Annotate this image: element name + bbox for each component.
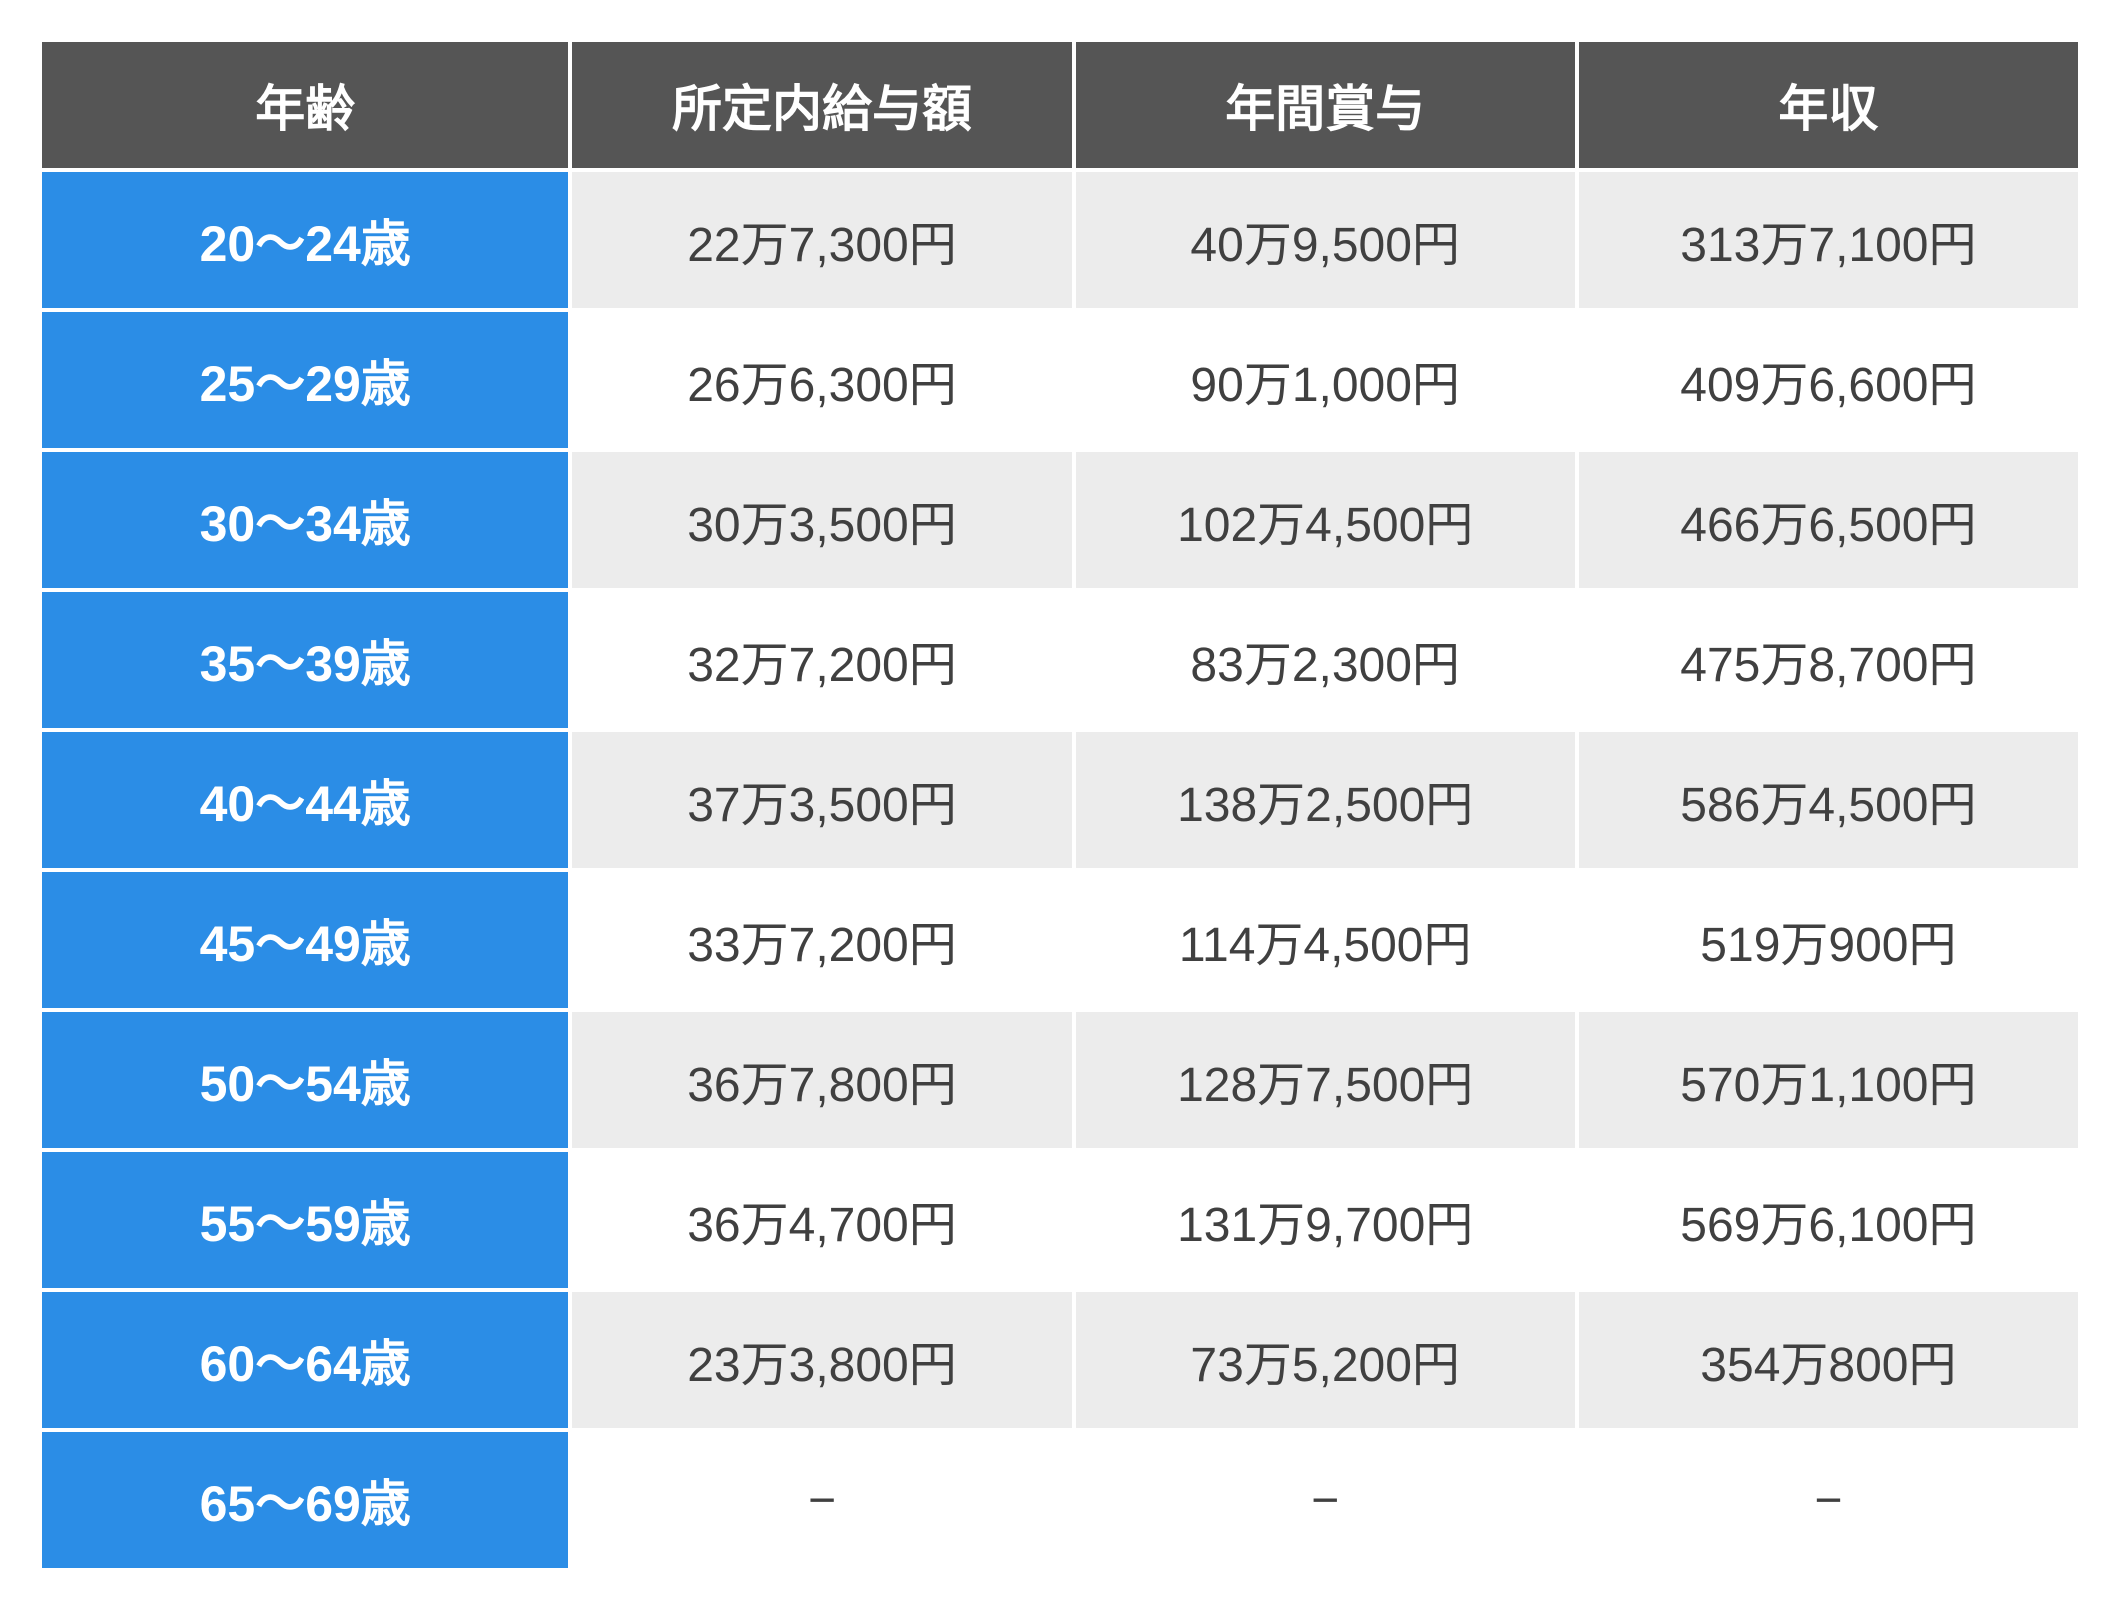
cell-bonus: 40万9,500円 bbox=[1074, 170, 1577, 310]
cell-bonus: 131万9,700円 bbox=[1074, 1150, 1577, 1290]
cell-annual: 409万6,600円 bbox=[1577, 310, 2080, 450]
cell-salary: 22万7,300円 bbox=[570, 170, 1073, 310]
cell-bonus: 73万5,200円 bbox=[1074, 1290, 1577, 1430]
cell-annual: 519万900円 bbox=[1577, 870, 2080, 1010]
cell-annual: 466万6,500円 bbox=[1577, 450, 2080, 590]
cell-age: 45〜49歳 bbox=[40, 870, 570, 1010]
cell-age: 60〜64歳 bbox=[40, 1290, 570, 1430]
cell-age: 65〜69歳 bbox=[40, 1430, 570, 1570]
cell-age: 55〜59歳 bbox=[40, 1150, 570, 1290]
cell-salary: 23万3,800円 bbox=[570, 1290, 1073, 1430]
table-row: 25〜29歳 26万6,300円 90万1,000円 409万6,600円 bbox=[40, 310, 2080, 450]
cell-salary: 30万3,500円 bbox=[570, 450, 1073, 590]
cell-bonus: − bbox=[1074, 1430, 1577, 1570]
table-row: 60〜64歳 23万3,800円 73万5,200円 354万800円 bbox=[40, 1290, 2080, 1430]
cell-salary: 37万3,500円 bbox=[570, 730, 1073, 870]
cell-bonus: 83万2,300円 bbox=[1074, 590, 1577, 730]
cell-annual: 354万800円 bbox=[1577, 1290, 2080, 1430]
col-header-annual: 年収 bbox=[1577, 40, 2080, 170]
table-row: 65〜69歳 − − − bbox=[40, 1430, 2080, 1570]
cell-age: 20〜24歳 bbox=[40, 170, 570, 310]
cell-salary: − bbox=[570, 1430, 1073, 1570]
col-header-salary: 所定内給与額 bbox=[570, 40, 1073, 170]
cell-annual: 475万8,700円 bbox=[1577, 590, 2080, 730]
cell-salary: 32万7,200円 bbox=[570, 590, 1073, 730]
cell-annual: 569万6,100円 bbox=[1577, 1150, 2080, 1290]
cell-age: 35〜39歳 bbox=[40, 590, 570, 730]
cell-bonus: 114万4,500円 bbox=[1074, 870, 1577, 1010]
cell-salary: 26万6,300円 bbox=[570, 310, 1073, 450]
col-header-age: 年齢 bbox=[40, 40, 570, 170]
table-header-row: 年齢 所定内給与額 年間賞与 年収 bbox=[40, 40, 2080, 170]
cell-annual: 570万1,100円 bbox=[1577, 1010, 2080, 1150]
cell-bonus: 138万2,500円 bbox=[1074, 730, 1577, 870]
cell-bonus: 90万1,000円 bbox=[1074, 310, 1577, 450]
cell-age: 50〜54歳 bbox=[40, 1010, 570, 1150]
table-row: 55〜59歳 36万4,700円 131万9,700円 569万6,100円 bbox=[40, 1150, 2080, 1290]
cell-salary: 36万7,800円 bbox=[570, 1010, 1073, 1150]
cell-age: 30〜34歳 bbox=[40, 450, 570, 590]
col-header-bonus: 年間賞与 bbox=[1074, 40, 1577, 170]
cell-bonus: 102万4,500円 bbox=[1074, 450, 1577, 590]
cell-annual: − bbox=[1577, 1430, 2080, 1570]
cell-annual: 586万4,500円 bbox=[1577, 730, 2080, 870]
cell-salary: 36万4,700円 bbox=[570, 1150, 1073, 1290]
table-row: 35〜39歳 32万7,200円 83万2,300円 475万8,700円 bbox=[40, 590, 2080, 730]
table-row: 40〜44歳 37万3,500円 138万2,500円 586万4,500円 bbox=[40, 730, 2080, 870]
cell-annual: 313万7,100円 bbox=[1577, 170, 2080, 310]
salary-by-age-table: 年齢 所定内給与額 年間賞与 年収 20〜24歳 22万7,300円 40万9,… bbox=[40, 40, 2080, 1570]
cell-salary: 33万7,200円 bbox=[570, 870, 1073, 1010]
cell-bonus: 128万7,500円 bbox=[1074, 1010, 1577, 1150]
table-row: 30〜34歳 30万3,500円 102万4,500円 466万6,500円 bbox=[40, 450, 2080, 590]
table-row: 45〜49歳 33万7,200円 114万4,500円 519万900円 bbox=[40, 870, 2080, 1010]
cell-age: 40〜44歳 bbox=[40, 730, 570, 870]
table-row: 20〜24歳 22万7,300円 40万9,500円 313万7,100円 bbox=[40, 170, 2080, 310]
cell-age: 25〜29歳 bbox=[40, 310, 570, 450]
table-row: 50〜54歳 36万7,800円 128万7,500円 570万1,100円 bbox=[40, 1010, 2080, 1150]
